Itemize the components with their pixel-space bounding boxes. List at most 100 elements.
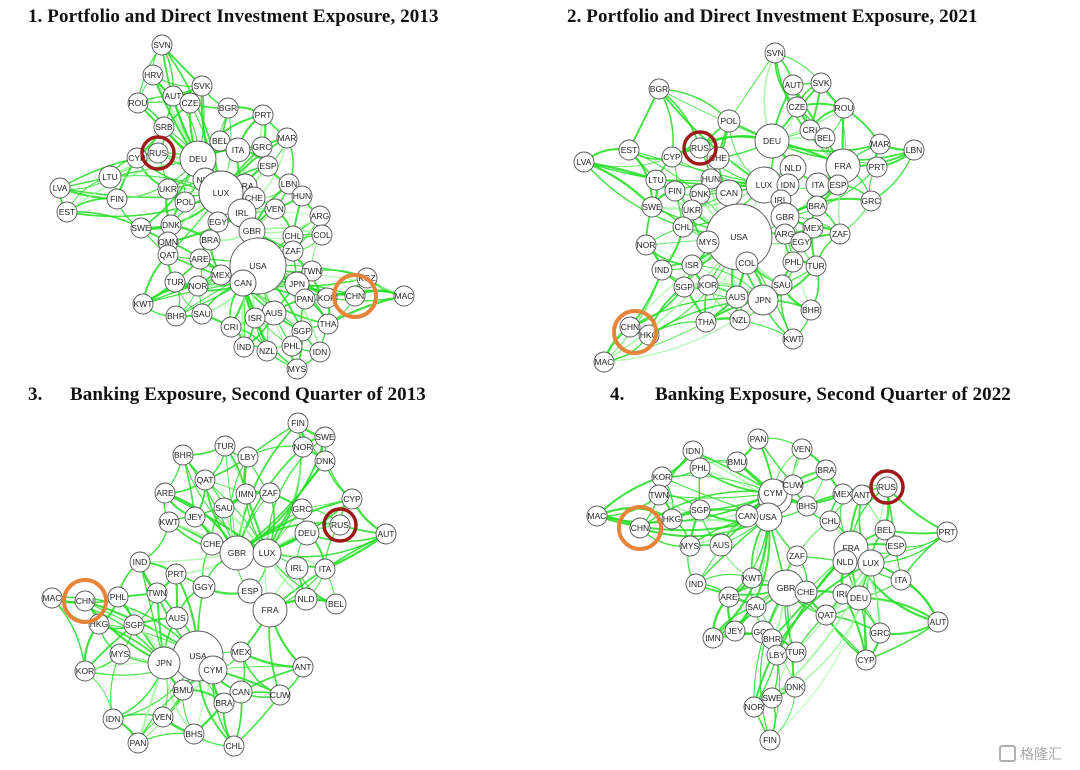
node-label: IRL <box>235 208 249 218</box>
node-label: FRA <box>843 543 860 553</box>
node-circle <box>782 251 804 273</box>
node-label: SWE <box>642 202 662 212</box>
node-label: JPN <box>755 295 771 305</box>
node-label: PRT <box>255 110 272 120</box>
node-circle <box>229 680 253 704</box>
node-circle <box>158 511 180 533</box>
node-swe: SWE <box>761 687 783 709</box>
node-cyp: CYP <box>341 488 363 510</box>
node-irl: IRL <box>285 556 309 580</box>
node-circle <box>151 34 173 56</box>
node-circle <box>154 482 176 504</box>
node-dnk: DNK <box>784 676 806 698</box>
node-kor: KOR <box>651 466 673 488</box>
node-circle <box>281 335 303 357</box>
node-label: CAN <box>234 278 252 288</box>
node-kor: KOR <box>316 287 338 309</box>
node-label: USA <box>189 651 207 661</box>
node-label: ITA <box>812 180 825 190</box>
node-circle <box>235 483 257 505</box>
node-label: KOR <box>653 472 671 482</box>
node-label: NOR <box>745 702 764 712</box>
node-kwt: KWT <box>782 328 804 350</box>
node-circle <box>729 309 751 331</box>
node-svk: SVK <box>810 72 832 94</box>
node-bhr: BHR <box>800 299 822 321</box>
node-label: PHL <box>785 257 802 267</box>
node-sau: SAU <box>771 274 793 296</box>
node-circle <box>294 587 318 611</box>
node-label: SAU <box>747 602 764 612</box>
node-mac: MAC <box>593 351 615 373</box>
node-label: BHR <box>174 450 192 460</box>
node-label: MYS <box>681 541 700 551</box>
node-label: ROU <box>129 98 148 108</box>
node-circle <box>855 649 877 671</box>
node-circle <box>629 517 651 539</box>
node-circle <box>191 303 213 325</box>
node-ggy: GGY <box>192 575 216 599</box>
node-label: TUR <box>216 441 233 451</box>
node-circle <box>846 585 872 611</box>
node-label: LBN <box>906 145 923 155</box>
node-nor: NOR <box>187 275 209 297</box>
node-circle <box>147 646 181 680</box>
node-circle <box>697 274 719 296</box>
node-label: IND <box>655 265 670 275</box>
node-circle <box>309 341 331 363</box>
edge <box>728 52 776 122</box>
node-label: LTU <box>102 172 117 182</box>
node-label: LBN <box>281 179 298 189</box>
node-circle <box>325 593 347 615</box>
node-egy: EGY <box>790 231 812 253</box>
node-grc: GRC <box>869 622 891 644</box>
node-circle <box>685 573 707 595</box>
node-sau: SAU <box>191 303 213 325</box>
node-label: FRA <box>262 605 279 615</box>
node-circle <box>130 217 152 239</box>
node-label: IND <box>133 557 148 567</box>
node-label: CHN <box>346 291 364 301</box>
nodes-p3: FIN SWE TUR NOR BHR LBY DNK QAT ARE IMN ZAF CYP SAU G… <box>41 412 397 757</box>
node-tur: TUR <box>214 435 236 457</box>
rus-highlight-ring <box>322 507 358 543</box>
panel-1-title: 1. Portfolio and Direct Investment Expos… <box>28 6 439 27</box>
node-label: FIN <box>668 186 682 196</box>
node-label: PRT <box>168 569 185 579</box>
node-label: COL <box>313 230 331 240</box>
node-grc: GRC <box>860 190 882 212</box>
node-label: PHL <box>110 592 127 602</box>
node-circle <box>827 174 849 196</box>
node-cze: CZE <box>179 92 201 114</box>
node-label: LUX <box>259 548 276 558</box>
node-ven: VEN <box>152 706 174 728</box>
node-label: VEN <box>154 712 171 722</box>
chn-highlight-ring <box>62 578 108 624</box>
node-circle <box>257 155 279 177</box>
node-label: GBR <box>776 212 794 222</box>
node-label: SAU <box>215 503 232 513</box>
node-aus: AUS <box>725 285 749 309</box>
node-circle <box>747 284 779 316</box>
node-cuw: CUW <box>269 684 291 706</box>
node-label: CHL <box>674 222 691 232</box>
node-mys: MYS <box>109 643 131 665</box>
node-label: BHR <box>802 305 820 315</box>
node-circle <box>287 412 309 434</box>
node-label: NLD <box>784 163 801 173</box>
node-aus: AUS <box>709 533 733 557</box>
node-label: AUT <box>930 617 947 627</box>
node-label: IDN <box>686 446 701 456</box>
node-label: IRL <box>774 195 788 205</box>
node-label: IMN <box>238 489 254 499</box>
node-circle <box>860 190 882 212</box>
node-label: DNK <box>691 189 709 199</box>
chn-highlight-ring <box>612 309 658 355</box>
node-chn: CHN <box>629 517 651 539</box>
node-circle <box>866 156 888 178</box>
node-label: PAN <box>130 738 147 748</box>
node-pan: PAN <box>127 732 149 754</box>
node-qat: QAT <box>157 244 179 266</box>
node-label: CUW <box>270 690 290 700</box>
node-label: LBY <box>240 452 256 462</box>
